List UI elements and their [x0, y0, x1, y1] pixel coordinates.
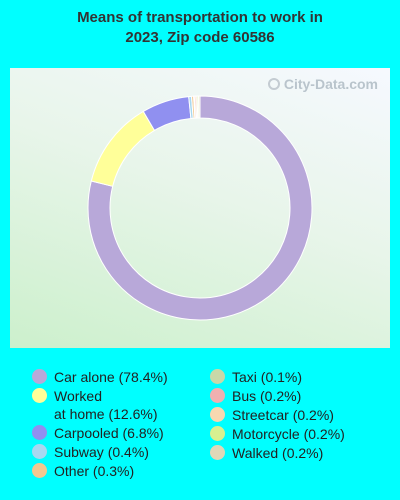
legend-swatch	[210, 388, 225, 403]
legend-label: Car alone (78.4%)	[54, 369, 168, 385]
legend-label: Carpooled (6.8%)	[54, 425, 164, 441]
legend-swatch	[32, 463, 47, 478]
donut-slice-walked	[198, 95, 201, 119]
legend-swatch	[210, 426, 225, 441]
legend-column-right: Taxi (0.1%) Bus (0.2%) Streetcar (0.2%) …	[210, 368, 345, 463]
legend-item: Streetcar (0.2%)	[210, 406, 345, 424]
legend-item: Carpooled (6.8%)	[32, 424, 168, 442]
legend-swatch	[210, 445, 225, 460]
legend-item: Subway (0.4%)	[32, 443, 168, 461]
watermark: City-Data.com	[267, 76, 378, 92]
legend-label: Bus (0.2%)	[232, 388, 302, 404]
globe-icon	[267, 78, 280, 90]
legend-item: Bus (0.2%)	[210, 387, 345, 405]
legend-item: Worked at home (12.6%)	[32, 387, 168, 423]
donut-slice-worked-at-home	[90, 110, 156, 187]
legend-swatch	[32, 425, 47, 440]
legend-item: Car alone (78.4%)	[32, 368, 168, 386]
legend-swatch	[210, 407, 225, 422]
legend-swatch	[32, 369, 47, 384]
legend-label: Subway (0.4%)	[54, 444, 149, 460]
watermark-text: City-Data.com	[283, 76, 378, 92]
donut-slice-car-alone	[87, 95, 313, 321]
legend-label: Other (0.3%)	[54, 463, 135, 479]
legend-label: Motorcycle (0.2%)	[232, 426, 345, 442]
legend-label: Worked at home (12.6%)	[54, 388, 158, 422]
legend-label: Streetcar (0.2%)	[232, 407, 334, 423]
legend-item: Taxi (0.1%)	[210, 368, 345, 386]
donut-chart	[87, 95, 313, 321]
legend-column-left: Car alone (78.4%) Worked at home (12.6%)…	[32, 368, 168, 481]
legend-swatch	[32, 388, 47, 403]
legend-swatch	[32, 444, 47, 459]
chart-title: Means of transportation to work in 2023,…	[77, 9, 323, 46]
legend-label: Taxi (0.1%)	[232, 369, 303, 385]
legend-label: Walked (0.2%)	[232, 445, 324, 461]
legend-item: Walked (0.2%)	[210, 444, 345, 462]
legend-item: Other (0.3%)	[32, 462, 168, 480]
legend-item: Motorcycle (0.2%)	[210, 425, 345, 443]
legend-swatch	[210, 369, 225, 384]
